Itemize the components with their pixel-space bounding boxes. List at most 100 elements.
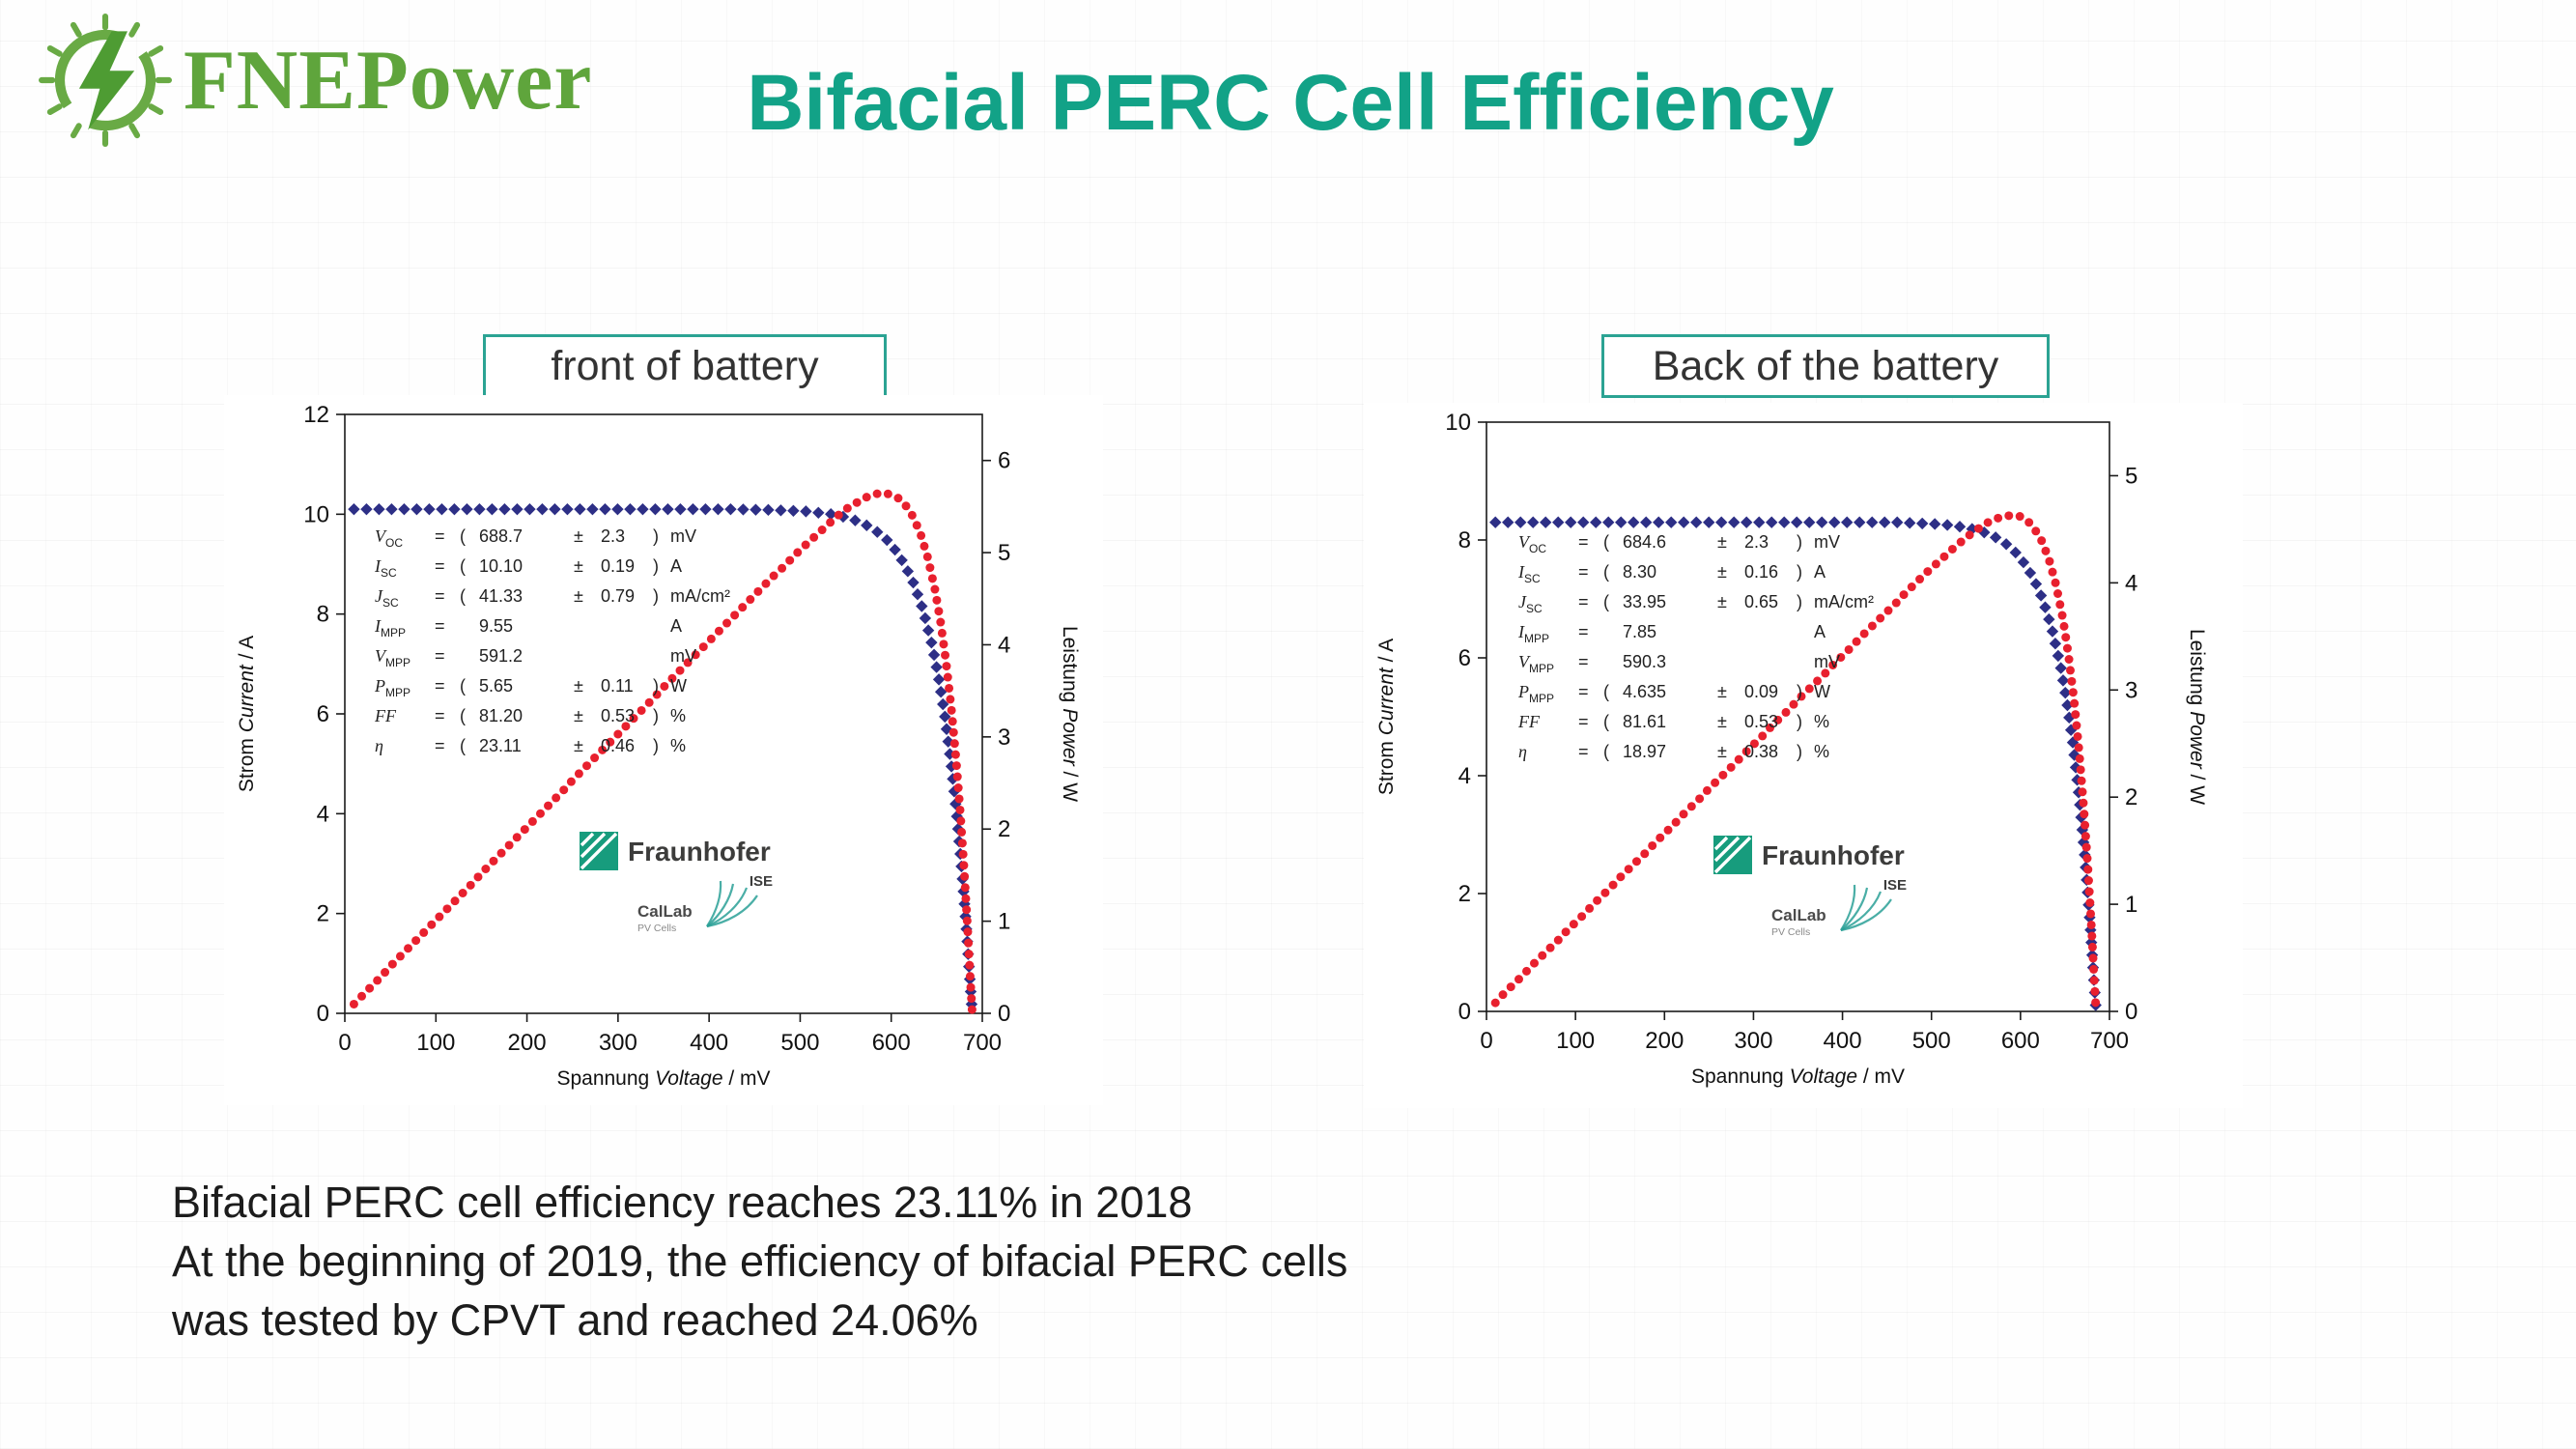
svg-text:ISE: ISE (750, 873, 773, 890)
svg-text:600: 600 (2001, 1028, 2040, 1054)
svg-text:4: 4 (317, 801, 329, 827)
svg-text:5: 5 (998, 540, 1010, 566)
slide-title: Bifacial PERC Cell Efficiency (747, 59, 1834, 147)
svg-text:VOC=(688.7±2.3)mV: VOC =(688.7 ±2.3) mV (375, 526, 696, 550)
svg-text:PV Cells: PV Cells (637, 923, 676, 934)
svg-text:400: 400 (1824, 1028, 1862, 1054)
svg-text:PMPP=(5.65±0.11)W: PMPP =(5.65 ±0.11) W (374, 676, 687, 699)
svg-text:500: 500 (780, 1030, 819, 1056)
svg-text:4: 4 (998, 632, 1010, 658)
svg-text:Leistung Power / W: Leistung Power / W (2186, 629, 2208, 805)
svg-text:3: 3 (998, 724, 1010, 751)
svg-text:0: 0 (2125, 999, 2137, 1025)
summary-text: Bifacial PERC cell efficiency reaches 23… (172, 1180, 1347, 1357)
fraunhofer-logo: Fraunhofer ISE (580, 832, 773, 890)
chart-label-front-text: front of battery (551, 342, 819, 389)
svg-text:8: 8 (1458, 527, 1471, 554)
cell-parameters: VOC =(684.6 ±2.3) mV ISC =(8.30 ±0.16) A JSC =(33… (1517, 532, 1874, 761)
svg-text:ISC=(8.30±0.16)A: ISC =(8.30 ±0.16) A (1517, 562, 1826, 585)
svg-text:200: 200 (1645, 1028, 1684, 1054)
svg-text:FF=(81.20±0.53)%: FF =(81.20 ±0.53)% (374, 706, 686, 725)
svg-text:Fraunhofer: Fraunhofer (628, 837, 771, 867)
svg-text:12: 12 (303, 402, 329, 428)
svg-text:500: 500 (1912, 1028, 1951, 1054)
svg-text:ISC=(10.10±0.19)A: ISC =(10.10 ±0.19) A (374, 556, 682, 580)
svg-text:JSC=(41.33±0.79)mA/cm²: JSC =(41.33 ±0.79) mA/cm² (375, 586, 730, 610)
svg-text:4: 4 (1458, 763, 1471, 789)
svg-text:100: 100 (416, 1030, 455, 1056)
svg-text:0: 0 (1480, 1028, 1492, 1054)
summary-line-1: Bifacial PERC cell efficiency reaches 23… (172, 1178, 1193, 1227)
svg-text:300: 300 (599, 1030, 637, 1056)
brand-name: FNEPower (184, 33, 593, 128)
logo-ring (54, 29, 156, 131)
svg-text:IMPP=7.85A: IMPP = 7.85 A (1517, 622, 1826, 645)
svg-text:2: 2 (2125, 784, 2137, 810)
svg-text:CalLab: CalLab (637, 902, 693, 921)
series-power (349, 489, 977, 1014)
svg-text:Leistung Power / W: Leistung Power / W (1059, 626, 1081, 802)
svg-text:JSC=(33.95±0.65)mA/cm²: JSC =(33.95 ±0.65) mA/cm² (1518, 592, 1874, 615)
svg-text:100: 100 (1556, 1028, 1595, 1054)
svg-text:VOC=(684.6±2.3)mV: VOC =(684.6 ±2.3) mV (1518, 532, 1840, 555)
lightning-bolt-icon (78, 31, 135, 130)
svg-text:0: 0 (317, 1001, 329, 1027)
svg-text:600: 600 (872, 1030, 911, 1056)
fnepower-logo-icon (39, 14, 172, 147)
chart-label-back-text: Back of the battery (1652, 342, 1999, 389)
svg-text:700: 700 (2090, 1028, 2129, 1054)
svg-text:IMPP=9.55A: IMPP = 9.55 A (374, 616, 682, 639)
svg-text:3: 3 (2125, 677, 2137, 703)
iv-curve-chart-back: 0 100 200 300 400 500 600 7000246810012345Spann… (1364, 403, 2243, 1108)
svg-text:VMPP=590.3mV: VMPP = 590.3 mV (1518, 652, 1840, 675)
svg-text:5: 5 (2125, 463, 2137, 489)
svg-text:Fraunhofer: Fraunhofer (1762, 840, 1905, 870)
svg-text:Strom Current / A: Strom Current / A (1375, 639, 1398, 795)
plot-area: 0 100 200 300 400 500 600 7000246810120123456Sp… (236, 402, 1081, 1090)
logo-rays (39, 14, 172, 147)
svg-text:η=(18.97±0.38)%: η =(18.97 ±0.38)% (1518, 742, 1829, 761)
svg-text:700: 700 (963, 1030, 1002, 1056)
svg-text:1: 1 (2125, 892, 2137, 918)
summary-line-3: was tested by CPVT and reached 24.06% (172, 1295, 978, 1345)
svg-text:0: 0 (998, 1001, 1010, 1027)
svg-text:η=(23.11±0.46)%: η =(23.11 ±0.46)% (375, 736, 686, 755)
svg-text:0: 0 (1458, 999, 1471, 1025)
svg-text:2: 2 (1458, 881, 1471, 907)
svg-text:1: 1 (998, 909, 1010, 935)
series-power (1490, 511, 2101, 1008)
svg-text:PMPP=(4.635±0.09)W: PMPP =(4.635 ±0.09) W (1517, 682, 1830, 705)
fraunhofer-logo: Fraunhofer ISE (1713, 836, 1907, 894)
svg-text:8: 8 (317, 602, 329, 628)
svg-text:Spannung Voltage / mV: Spannung Voltage / mV (1691, 1065, 1905, 1088)
svg-text:FF=(81.61±0.53)%: FF =(81.61 ±0.53)% (1517, 712, 1829, 731)
svg-text:Spannung Voltage / mV: Spannung Voltage / mV (556, 1067, 770, 1090)
svg-text:4: 4 (2125, 570, 2137, 596)
svg-text:6: 6 (317, 701, 329, 727)
svg-text:Strom Current / A: Strom Current / A (236, 636, 258, 792)
cell-parameters: VOC =(688.7 ±2.3) mV ISC =(10.10 ±0.19) A JSC =(4… (374, 526, 730, 755)
svg-text:PV Cells: PV Cells (1771, 926, 1810, 938)
svg-text:ISE: ISE (1883, 877, 1907, 894)
svg-text:CalLab: CalLab (1771, 906, 1826, 924)
svg-text:6: 6 (998, 448, 1010, 474)
plot-area: 0 100 200 300 400 500 600 7000246810012345Spann… (1375, 410, 2208, 1088)
iv-curve-chart-front: 0 100 200 300 400 500 600 7000246810120123456Sp… (224, 395, 1103, 1105)
svg-text:6: 6 (1458, 645, 1471, 671)
svg-text:0: 0 (338, 1030, 351, 1056)
callab-logo: CalLab PV Cells (637, 880, 758, 934)
svg-text:2: 2 (317, 901, 329, 927)
svg-text:10: 10 (303, 501, 329, 527)
summary-line-2: At the beginning of 2019, the efficiency… (172, 1236, 1348, 1286)
svg-text:2: 2 (998, 816, 1010, 842)
svg-text:400: 400 (690, 1030, 728, 1056)
svg-text:200: 200 (508, 1030, 547, 1056)
svg-text:300: 300 (1734, 1028, 1772, 1054)
chart-label-back: Back of the battery (1601, 334, 2050, 398)
callab-logo: CalLab PV Cells (1771, 884, 1892, 938)
chart-label-front: front of battery (483, 334, 887, 398)
svg-text:VMPP=591.2mV: VMPP = 591.2 mV (375, 646, 696, 669)
svg-text:10: 10 (1445, 410, 1471, 436)
fnepower-logo: FNEPower (39, 14, 592, 147)
